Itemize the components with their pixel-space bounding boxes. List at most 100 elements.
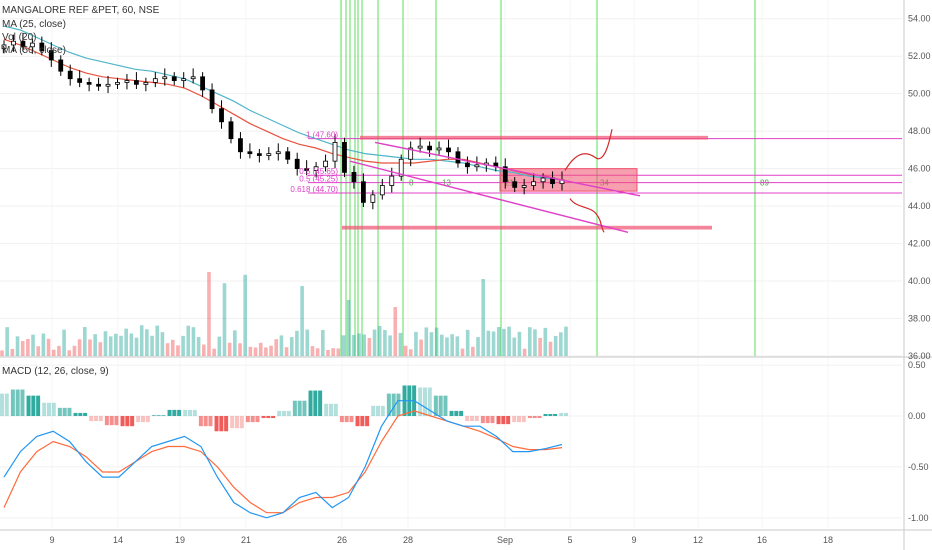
macd-histogram-bar [208, 416, 213, 427]
volume-bar [367, 337, 372, 356]
macd-histogram-bar [15, 389, 20, 416]
candle-body [398, 158, 404, 177]
macd-histogram-bar [396, 393, 401, 416]
macd-histogram-bar [485, 416, 490, 424]
macd-histogram-bar [360, 416, 365, 427]
candle-body [162, 76, 168, 80]
candle-body [285, 151, 291, 160]
volume-bar [248, 346, 253, 356]
volume-bar [522, 348, 527, 356]
macd-histogram-bar [553, 413, 558, 416]
projection-up [564, 129, 613, 171]
volume-bar [46, 338, 51, 356]
volume-bar [72, 345, 77, 356]
macd-panel [0, 385, 568, 519]
fib-level-label: 1 (47.60) [306, 131, 338, 140]
macd-histogram-bar [114, 416, 119, 426]
macd-histogram-bar [109, 416, 114, 426]
volume-bar [269, 345, 273, 356]
ma25-legend[interactable]: MA (25, close) [2, 19, 66, 30]
volume-bar [139, 325, 144, 356]
candle-body [294, 158, 300, 170]
volume-bar [98, 342, 103, 356]
macd-histogram-bar [465, 416, 470, 422]
macd-histogram-bar [261, 416, 266, 419]
macd-histogram-bar [73, 412, 78, 416]
macd-histogram-bar [302, 400, 307, 416]
macd-histogram-bar [0, 393, 4, 416]
macd-histogram-bar [89, 416, 94, 422]
candle-body [86, 82, 92, 85]
moving-averages [3, 25, 563, 181]
macd-histogram-bar [521, 416, 526, 423]
volume-bar [119, 335, 123, 356]
candle-body [389, 175, 395, 186]
volume-bar [103, 331, 108, 356]
volume-legend[interactable]: Vol (20) [2, 32, 37, 43]
candle-body [238, 138, 243, 153]
volume-bar [227, 342, 232, 356]
price-tick-label: 40.00 [908, 276, 931, 286]
support-zone [342, 225, 712, 230]
volume-bar [108, 336, 113, 356]
macd-histogram-bar [438, 395, 443, 416]
volume-bar [538, 337, 542, 356]
volume-bar [419, 339, 423, 356]
volume-bar [403, 345, 408, 356]
macd-histogram-bar [145, 416, 150, 423]
volume-bar [67, 350, 72, 356]
candle-body [256, 153, 262, 156]
macd-histogram-bar [130, 416, 135, 427]
time-tick-label: 5 [567, 535, 572, 545]
volume-bar [145, 329, 149, 356]
macd-histogram-bar [474, 416, 479, 422]
candle-body [379, 185, 385, 196]
macd-histogram-bar [418, 387, 423, 416]
macd-histogram-bar [297, 400, 302, 416]
macd-histogram-bar [235, 416, 239, 429]
macd-histogram-bar [62, 407, 67, 416]
macd-histogram-bar [449, 410, 454, 416]
candle-body [209, 89, 215, 110]
macd-legend[interactable]: MACD (12, 26, close, 9) [2, 366, 109, 377]
candle-body [152, 78, 158, 83]
macd-histogram-bar [192, 409, 197, 416]
macd-histogram-bar [245, 416, 250, 423]
candle-body [1, 44, 7, 50]
candle-body [48, 50, 54, 61]
macd-histogram-bar [255, 416, 260, 423]
macd-histogram-bar [459, 410, 464, 416]
resistance-zone [360, 135, 708, 140]
macd-histogram-bar [506, 416, 511, 425]
macd-histogram-bar [454, 410, 459, 416]
macd-histogram-bar [339, 416, 344, 423]
price-tick-label: 48.00 [908, 126, 931, 136]
time-tick-label: 21 [241, 535, 251, 545]
macd-histogram-bar [172, 409, 177, 416]
macd-histogram-bar [512, 416, 517, 423]
volume-bar [57, 345, 61, 356]
channel-lower [349, 160, 629, 234]
volume-bar [165, 343, 170, 356]
volume-bar [51, 349, 56, 356]
chart-title: MANGALORE REF &PET, 60, NSE [2, 5, 160, 16]
macd-histogram-bar [136, 416, 141, 423]
macd-histogram-bar [277, 410, 282, 416]
zones [308, 135, 902, 230]
time-tick-label: 19 [175, 535, 185, 545]
macd-histogram-bar [239, 416, 244, 429]
volume-bar [20, 340, 25, 356]
candle-body [11, 40, 16, 46]
volume-bar [274, 339, 279, 356]
macd-histogram-bar [26, 395, 31, 416]
candle-body [455, 151, 461, 164]
macd-histogram-bar [161, 414, 166, 416]
time-tick-label: 26 [337, 535, 347, 545]
ma50-legend[interactable]: MA (50, close) [2, 45, 66, 56]
candle-body [465, 162, 470, 168]
price-tick-label: 44.00 [908, 201, 931, 211]
candle-body [417, 145, 423, 149]
volume-bar [196, 337, 201, 356]
macd-histogram-bar [333, 403, 338, 416]
